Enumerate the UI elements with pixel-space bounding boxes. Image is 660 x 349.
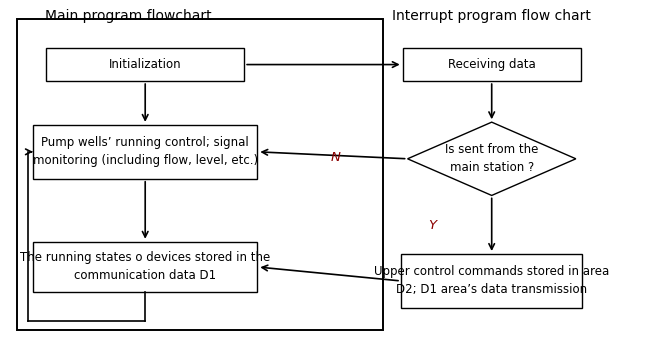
Text: Upper control commands stored in area
D2; D1 area’s data transmission: Upper control commands stored in area D2…	[374, 266, 609, 296]
Text: Pump wells’ running control; signal
monitoring (including flow, level, etc.): Pump wells’ running control; signal moni…	[32, 136, 258, 167]
Text: Initialization: Initialization	[109, 58, 182, 71]
Text: Main program flowchart: Main program flowchart	[46, 9, 212, 23]
Polygon shape	[407, 122, 576, 195]
Bar	[33, 125, 257, 179]
Bar	[46, 48, 244, 81]
Text: N: N	[331, 151, 340, 164]
Bar	[401, 254, 582, 308]
Text: Receiving data: Receiving data	[448, 58, 535, 71]
Text: Is sent from the
main station ?: Is sent from the main station ?	[445, 143, 539, 174]
Bar	[403, 48, 581, 81]
Bar	[16, 19, 383, 330]
Text: Interrupt program flow chart: Interrupt program flow chart	[392, 9, 591, 23]
Text: The running states o devices stored in the
communication data D1: The running states o devices stored in t…	[20, 252, 271, 282]
Bar	[33, 242, 257, 292]
Text: Y: Y	[428, 218, 436, 232]
